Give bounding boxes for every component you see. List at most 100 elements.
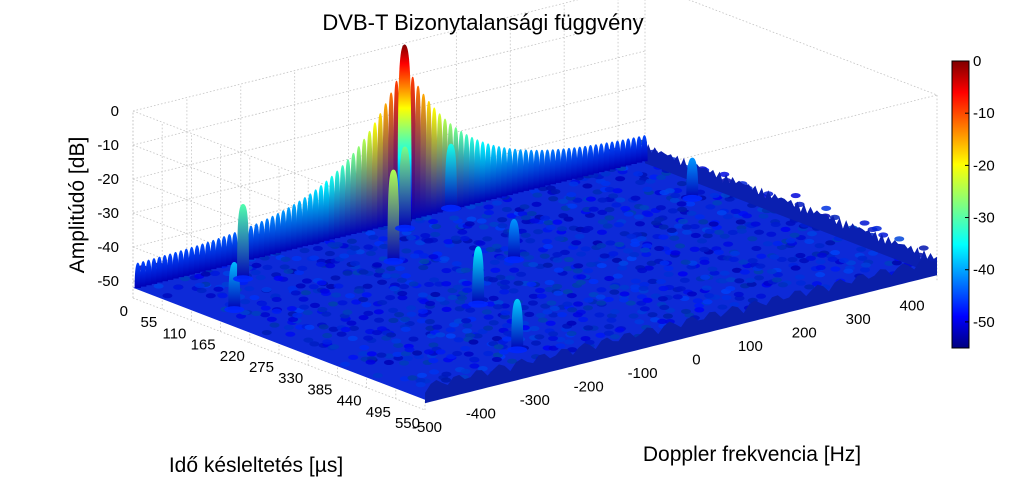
surface-noise: [271, 308, 282, 314]
surface-noise: [772, 240, 783, 247]
ridge-spike: [307, 193, 314, 245]
surface-noise: [716, 210, 727, 216]
surface-noise: [571, 240, 582, 246]
surface-noise: [401, 273, 412, 279]
surface-noise: [694, 307, 705, 313]
surface-noise: [488, 320, 499, 326]
surface-noise: [298, 296, 309, 302]
surface-noise: [588, 206, 599, 212]
ridge-spike: [263, 218, 271, 256]
surface-noise: [527, 300, 538, 306]
surface-noise: [351, 299, 362, 305]
surface-noise: [636, 235, 647, 242]
secondary-peak-base: [504, 256, 525, 264]
surface-noise: [666, 227, 677, 234]
grid-line: [132, 0, 579, 112]
surface-noise: [542, 238, 553, 244]
surface-noise: [400, 326, 411, 332]
surface-noise: [745, 277, 756, 283]
ridge-spike: [554, 148, 562, 183]
surface-noise: [583, 225, 594, 232]
surface-noise: [825, 240, 836, 246]
surface-noise: [564, 339, 575, 345]
surface-noise: [363, 310, 374, 316]
surface-noise: [573, 263, 584, 269]
surface-noise: [400, 316, 411, 322]
surface-noise: [502, 322, 513, 329]
surface-noise: [574, 233, 585, 239]
surface-noise: [611, 257, 622, 263]
surface-noise: [657, 296, 668, 302]
surface-noise: [485, 301, 496, 307]
surface-noise: [756, 293, 767, 299]
delay-tick-label: 330: [278, 370, 303, 387]
ridge-spike: [323, 180, 330, 241]
surface-noise: [286, 305, 297, 312]
surface-noise: [542, 243, 553, 250]
surface-noise: [536, 293, 547, 299]
ridge-spike: [339, 165, 346, 237]
surface-noise: [505, 275, 516, 281]
doppler-axis-label: Doppler frekvencia [Hz]: [643, 443, 861, 466]
surface-noise: [534, 287, 545, 294]
surface-noise: [582, 305, 593, 311]
surface-noise: [699, 259, 710, 265]
ridge-spike: [571, 147, 578, 179]
surface-noise: [618, 260, 629, 266]
surface-noise: [378, 236, 389, 242]
surface-noise: [476, 218, 487, 224]
surface-noise: [372, 372, 383, 379]
surface-noise: [555, 343, 566, 349]
surface-noise: [301, 278, 312, 284]
surface-noise: [642, 297, 653, 303]
surface-noise: [501, 206, 512, 213]
surface-noise: [290, 290, 301, 296]
surface-noise: [677, 206, 688, 212]
surface-noise: [279, 264, 290, 270]
ridge-spike: [528, 149, 535, 190]
surface-noise: [654, 216, 665, 223]
surface-noise: [552, 219, 563, 225]
surface-noise: [251, 310, 262, 317]
surface-noise: [746, 281, 757, 287]
surface-noise: [673, 223, 684, 229]
surface-noise: [699, 246, 710, 253]
surface-noise: [429, 369, 440, 375]
surface-noise: [477, 366, 488, 372]
surface-noise: [698, 219, 709, 225]
surface-noise: [540, 215, 551, 221]
surface-noise: [603, 296, 614, 303]
surface-noise: [656, 278, 667, 285]
surface-noise: [498, 349, 509, 355]
ridge-spike: [226, 234, 233, 266]
surface-noise: [582, 183, 593, 189]
surface-noise: [562, 301, 573, 307]
ridge-spike: [614, 140, 621, 169]
delay-tick-label: 440: [337, 393, 362, 410]
surface-noise: [597, 219, 608, 225]
surface-noise: [618, 297, 629, 303]
surface-noise: [328, 326, 339, 332]
surface-noise: [762, 241, 773, 247]
surface-noise: [489, 221, 500, 227]
surface-noise: [435, 296, 446, 302]
surface-noise: [491, 243, 502, 249]
surface-noise: [804, 238, 815, 245]
surface-noise: [550, 188, 561, 195]
ridge-spike: [156, 256, 163, 283]
z-tick-label: -30: [97, 205, 119, 222]
surface-noise: [557, 226, 568, 232]
surface-noise: [365, 230, 376, 236]
surface-noise: [396, 277, 407, 283]
surface-noise: [240, 299, 251, 305]
surface-noise: [429, 277, 440, 283]
surface-noise: [639, 204, 650, 211]
grid-line: [132, 16, 646, 146]
surface-noise: [815, 259, 826, 265]
ridge-spike: [457, 130, 465, 208]
ridge-spike: [199, 243, 206, 272]
ridge-spike: [172, 251, 179, 279]
surface-noise: [326, 283, 337, 290]
surface-noise: [417, 292, 428, 298]
